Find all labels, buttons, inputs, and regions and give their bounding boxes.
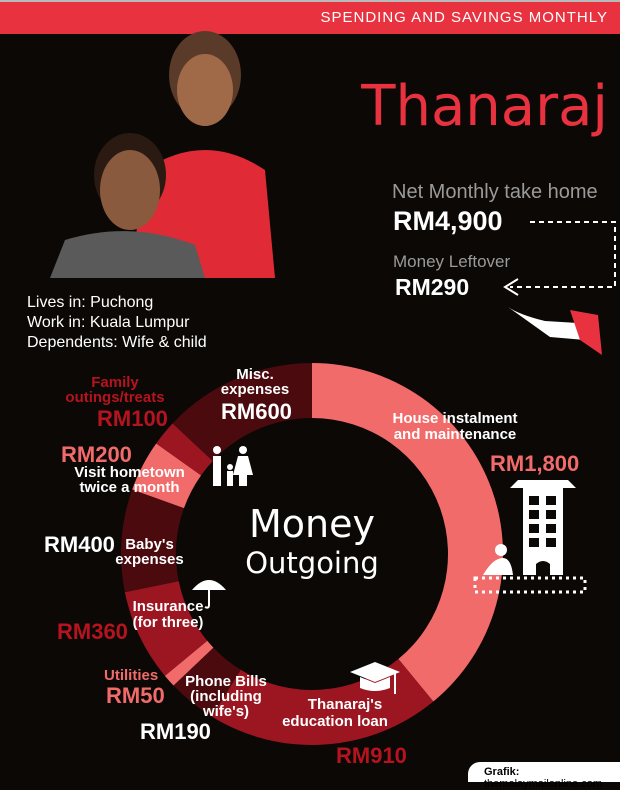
label-insurance-1: Insurance [132, 598, 204, 615]
credit-source: themalaymailonline.com [484, 778, 602, 790]
donut-slice-5 [120, 489, 184, 593]
building-icon [473, 480, 587, 594]
family-icon [213, 446, 253, 486]
leftover-label: Money Leftover [393, 252, 511, 271]
label-house: House instalment and maintenance [392, 410, 518, 443]
label-phone-1: Phone Bills [185, 673, 267, 690]
value-house: RM1,800 [490, 451, 580, 476]
donut-slice-0 [312, 363, 504, 702]
label-utilities: Utilities [104, 667, 159, 684]
label-visit-1: Visit hometown [74, 464, 185, 481]
label-family-1: Family [91, 374, 139, 391]
graduation-cap-icon [350, 662, 400, 694]
value-baby: RM400 [44, 532, 115, 557]
value-visit: RM200 [61, 442, 132, 467]
center-title-2: Outgoing [245, 546, 379, 580]
donut-slice-4 [124, 581, 208, 676]
donut-slice-6 [132, 443, 202, 509]
lives-in: Lives in: Puchong [27, 294, 154, 311]
label-edu-2: education loan [282, 713, 388, 730]
donut-slice-3 [164, 640, 214, 686]
dependents: Dependents: Wife & child [27, 334, 207, 351]
donut-slice-8 [172, 363, 312, 461]
umbrella-icon [192, 580, 226, 609]
profile-info: Lives in: Puchong Work in: Kuala Lumpur … [27, 293, 207, 353]
family-name: Thanaraj [361, 74, 608, 139]
value-family: RM100 [97, 406, 168, 431]
net-value: RM4,900 [393, 206, 503, 236]
banner-title: SPENDING AND SAVINGS MONTHLY [320, 9, 608, 26]
header-banner: SPENDING AND SAVINGS MONTHLY [0, 0, 620, 34]
label-insurance-2: (for three) [132, 614, 204, 631]
label-baby-2: expenses [115, 551, 184, 568]
arrow-and-hand-icon [503, 221, 616, 355]
value-insurance: RM360 [57, 619, 128, 644]
label-visit-2: twice a month [79, 479, 180, 496]
value-phone: RM190 [140, 719, 211, 744]
credit: Grafik: themalaymailonline.com [468, 762, 620, 790]
label-baby-1: Baby's [125, 536, 174, 553]
credit-bold: Grafik: [484, 766, 520, 778]
center-title-1: Money [249, 502, 375, 546]
value-edu: RM910 [336, 743, 407, 768]
value-misc: RM600 [221, 399, 292, 424]
label-phone-2: (including [190, 688, 262, 705]
donut-slice-7 [156, 423, 213, 476]
label-family-2: outings/treats [65, 389, 165, 406]
label-misc-1: Misc. [236, 366, 274, 383]
leftover-value: RM290 [395, 274, 470, 300]
label-edu-1: Thanaraj's [307, 696, 383, 713]
work-in: Work in: Kuala Lumpur [27, 314, 190, 331]
label-phone-3: wife's) [202, 703, 250, 720]
label-misc-2: expenses [220, 381, 290, 398]
donut-slice-2 [173, 647, 241, 717]
net-label: Net Monthly take home [392, 181, 598, 203]
value-utilities: RM50 [106, 683, 165, 708]
couple-photo [50, 31, 275, 278]
